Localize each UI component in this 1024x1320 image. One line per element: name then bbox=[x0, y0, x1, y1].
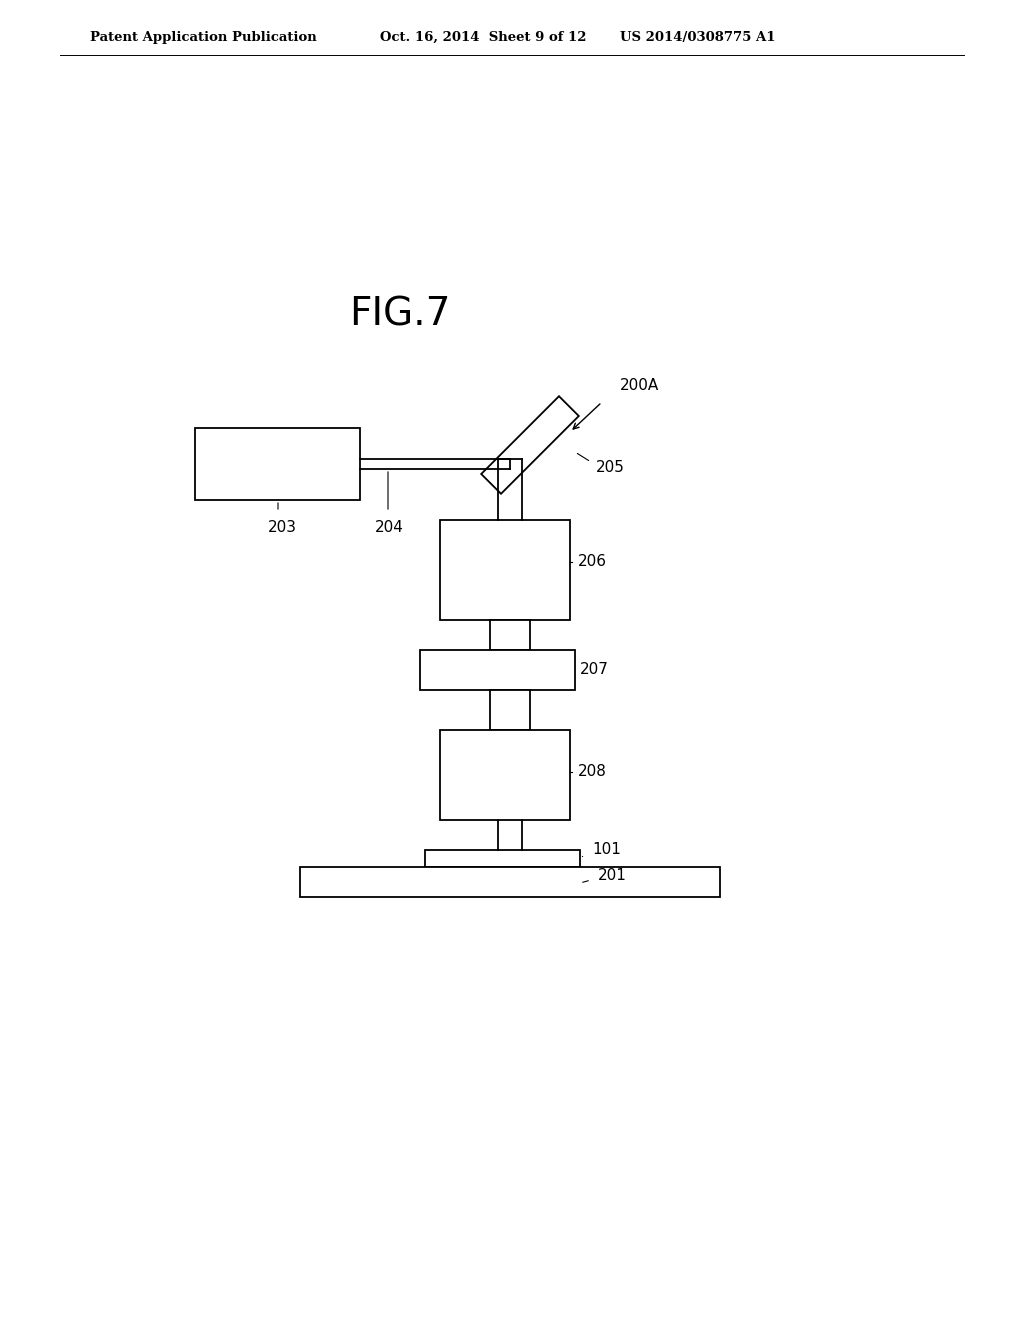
Bar bbox=[490, 620, 530, 649]
Text: 203: 203 bbox=[268, 520, 297, 535]
Text: 205: 205 bbox=[596, 461, 625, 475]
Text: FIG.7: FIG.7 bbox=[349, 296, 451, 334]
Text: 204: 204 bbox=[375, 520, 403, 535]
Text: 206: 206 bbox=[578, 554, 607, 569]
Bar bbox=[425, 850, 580, 867]
Bar bbox=[490, 690, 530, 730]
Bar bbox=[440, 730, 570, 820]
Text: 208: 208 bbox=[578, 764, 607, 780]
Text: 101: 101 bbox=[592, 842, 621, 858]
Text: 201: 201 bbox=[598, 867, 627, 883]
Text: 200A: 200A bbox=[620, 378, 659, 392]
Text: Patent Application Publication: Patent Application Publication bbox=[90, 30, 316, 44]
Polygon shape bbox=[481, 396, 579, 494]
Text: 207: 207 bbox=[580, 663, 609, 677]
Bar bbox=[440, 520, 570, 620]
Bar bbox=[195, 428, 360, 500]
Bar bbox=[420, 649, 575, 690]
Bar bbox=[300, 867, 720, 898]
Text: US 2014/0308775 A1: US 2014/0308775 A1 bbox=[620, 30, 775, 44]
Text: Oct. 16, 2014  Sheet 9 of 12: Oct. 16, 2014 Sheet 9 of 12 bbox=[380, 30, 587, 44]
